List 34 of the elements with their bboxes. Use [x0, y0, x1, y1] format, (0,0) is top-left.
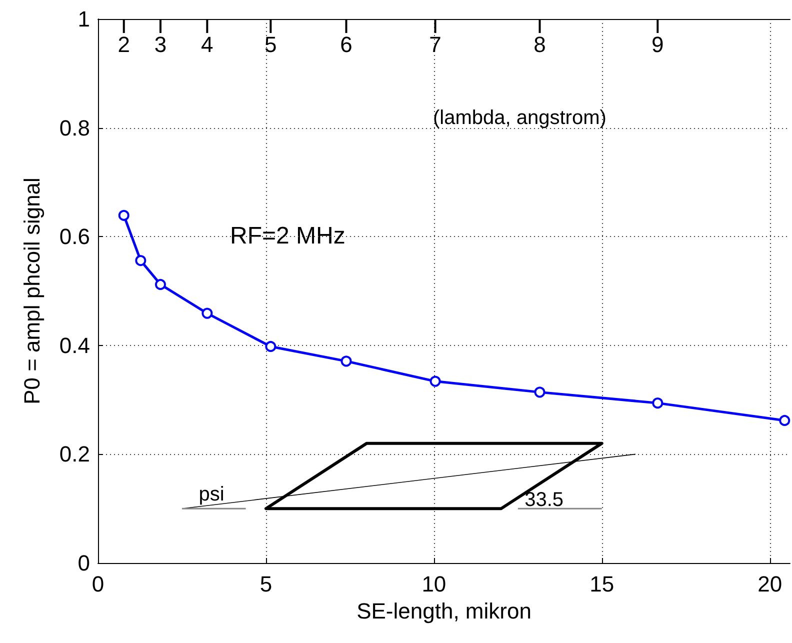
- y-tick-label: 0.4: [59, 332, 90, 358]
- annotation: RF=2 MHz: [230, 222, 346, 250]
- annotation: psi: [198, 483, 224, 506]
- point: [779, 414, 790, 426]
- point: [118, 210, 130, 221]
- point: [652, 398, 664, 409]
- annotation: 4: [201, 32, 214, 57]
- y-tick-label: 1: [78, 6, 90, 32]
- point: [135, 255, 146, 266]
- x2-axis-title: (lambda, angstrom): [433, 107, 606, 129]
- annotation: 33.5: [524, 488, 564, 511]
- y-axis-title: P0 = ampl phcoil signal: [20, 178, 44, 404]
- x-tick-label: 20: [758, 572, 782, 596]
- y-tick-label: 0.6: [59, 224, 90, 250]
- point: [534, 386, 546, 398]
- point: [430, 376, 441, 387]
- annotation: 9: [652, 32, 664, 57]
- annotation: 7: [429, 32, 442, 57]
- y-tick-label: 0: [78, 550, 90, 576]
- annotation: 5: [264, 32, 277, 57]
- point: [202, 308, 213, 319]
- point: [265, 340, 276, 352]
- point: [340, 356, 352, 367]
- x-tick-label: 10: [422, 572, 446, 596]
- point: [154, 278, 166, 290]
- annotation: 8: [534, 32, 546, 57]
- x-axis-title: SE-length, mikron: [356, 598, 532, 624]
- y-tick-label: 0.2: [59, 442, 90, 467]
- annotation: 2: [118, 32, 130, 57]
- annotation: 3: [154, 32, 167, 57]
- annotation: 6: [340, 32, 352, 57]
- x-tick-label: 15: [590, 572, 614, 596]
- x-tick-label: 5: [260, 572, 272, 596]
- y-tick-label: 0.8: [59, 115, 90, 140]
